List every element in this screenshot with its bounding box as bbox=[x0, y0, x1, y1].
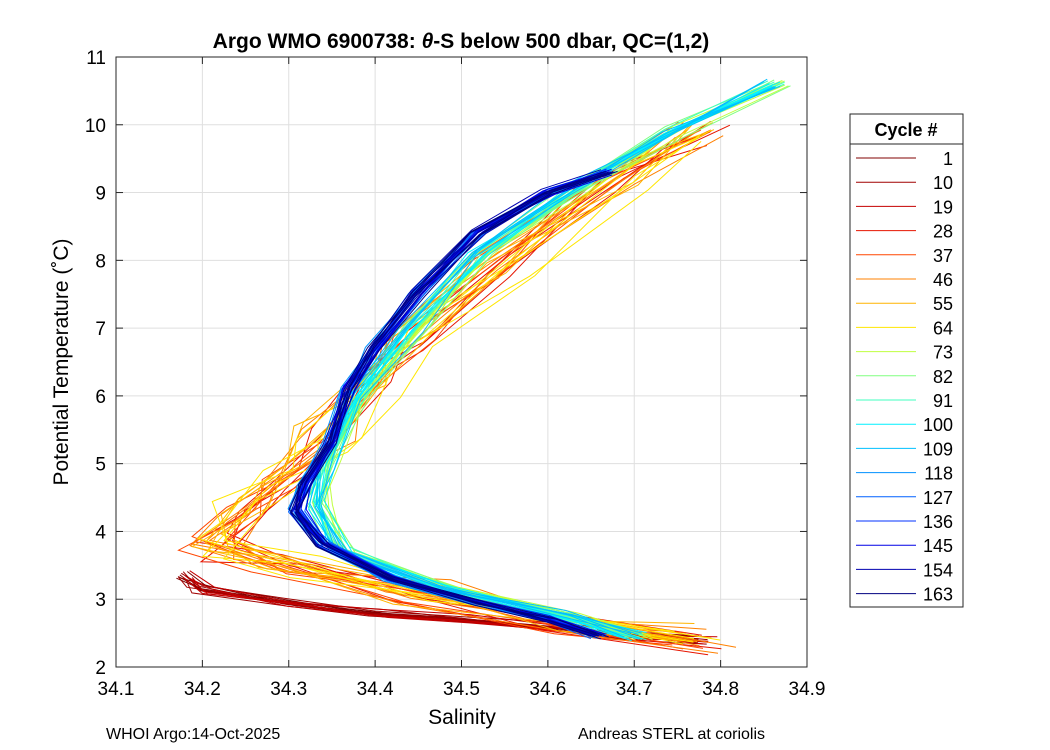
legend-label: 28 bbox=[933, 222, 953, 242]
series-curve bbox=[196, 125, 721, 641]
data-curves bbox=[176, 78, 791, 656]
legend-label: 1 bbox=[943, 149, 953, 169]
legend-label: 118 bbox=[924, 464, 953, 484]
y-axis-label: Potential Temperature (˚C) bbox=[50, 238, 73, 485]
legend-label: 19 bbox=[933, 197, 953, 217]
y-tick-label: 8 bbox=[95, 251, 106, 272]
legend-label: 46 bbox=[933, 270, 953, 290]
series-curve bbox=[191, 122, 707, 630]
series-curve bbox=[201, 129, 711, 645]
legend: Cycle # 1 10 19 28 37 46 55 64 73 82 91 100 109 118 12… bbox=[849, 113, 964, 608]
x-tick-label: 34.7 bbox=[616, 679, 653, 700]
legend-label: 136 bbox=[923, 512, 953, 532]
y-tick-label: 5 bbox=[95, 455, 106, 476]
x-tick-label: 34.5 bbox=[443, 679, 480, 700]
y-tick-label: 7 bbox=[95, 319, 106, 340]
y-tick-label: 6 bbox=[95, 387, 106, 408]
legend-label: 64 bbox=[933, 318, 953, 338]
legend-label: 154 bbox=[923, 560, 953, 580]
footer-left: WHOI Argo:14-Oct-2025 bbox=[106, 726, 281, 743]
x-axis-label: Salinity bbox=[428, 706, 496, 729]
legend-label: 10 bbox=[933, 173, 953, 193]
legend-label: 109 bbox=[923, 439, 953, 459]
y-tick-label: 4 bbox=[95, 522, 106, 543]
series-curve bbox=[320, 78, 768, 634]
x-tick-label: 34.3 bbox=[270, 679, 307, 700]
chart-title: Argo WMO 6900738: θ-S below 500 dbar, QC… bbox=[213, 30, 710, 53]
y-tick-label: 9 bbox=[95, 184, 106, 205]
x-axis-ticks: 34.1 34.2 34.3 34.4 34.5 34.6 34.7 34.8 34.9 bbox=[98, 57, 826, 700]
y-axis-ticks: 2 3 4 5 6 7 8 9 10 11 bbox=[85, 48, 807, 679]
x-tick-label: 34.2 bbox=[184, 679, 221, 700]
legend-box bbox=[849, 113, 964, 608]
y-tick-label: 3 bbox=[95, 590, 106, 611]
legend-items: 1 10 19 28 37 46 55 64 73 82 91 100 109 118 127 136 145 1… bbox=[856, 149, 953, 605]
legend-label: 91 bbox=[933, 391, 953, 411]
y-tick-label: 2 bbox=[95, 658, 106, 679]
series-curve bbox=[296, 171, 614, 635]
legend-title: Cycle # bbox=[874, 120, 937, 140]
x-tick-label: 34.1 bbox=[98, 679, 135, 700]
x-tick-label: 34.6 bbox=[529, 679, 566, 700]
x-tick-label: 34.8 bbox=[702, 679, 739, 700]
y-tick-label: 10 bbox=[85, 116, 106, 137]
series-curve bbox=[295, 174, 604, 640]
title-theta-symbol: θ bbox=[422, 30, 434, 53]
series-curve bbox=[290, 171, 609, 637]
series-curve bbox=[288, 170, 606, 636]
series-curve bbox=[211, 136, 699, 632]
legend-label: 163 bbox=[923, 585, 953, 605]
legend-label: 100 bbox=[923, 415, 953, 435]
footer-right: Andreas STERL at coriolis bbox=[578, 726, 766, 743]
x-tick-label: 34.9 bbox=[789, 679, 826, 700]
x-tick-label: 34.4 bbox=[357, 679, 394, 700]
series-curve bbox=[233, 130, 712, 649]
legend-label: 73 bbox=[933, 343, 953, 363]
series-curve bbox=[177, 129, 712, 646]
legend-label: 55 bbox=[933, 294, 953, 314]
y-tick-label: 11 bbox=[86, 48, 106, 69]
series-curve bbox=[190, 578, 706, 642]
legend-label: 82 bbox=[933, 367, 953, 387]
legend-label: 37 bbox=[933, 246, 953, 266]
legend-label: 127 bbox=[923, 488, 953, 508]
legend-label: 145 bbox=[923, 536, 953, 556]
series-curve bbox=[293, 169, 602, 635]
